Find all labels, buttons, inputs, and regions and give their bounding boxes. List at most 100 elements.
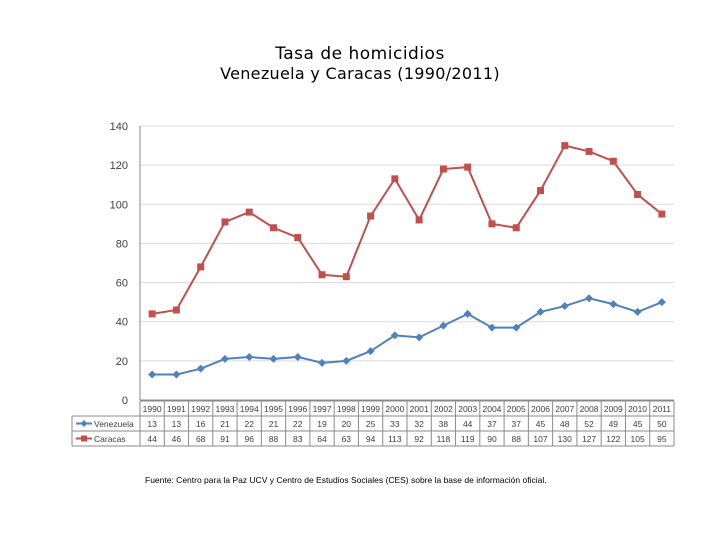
data-point-venezuela bbox=[560, 302, 569, 311]
data-point-venezuela bbox=[342, 356, 351, 365]
data-point-caracas bbox=[342, 273, 350, 281]
data-label-caracas: 105 bbox=[630, 434, 644, 444]
gridlines bbox=[140, 125, 674, 401]
x-tick-label: 2004 bbox=[482, 404, 501, 414]
data-table: 1990 1991 1992 1993 1994 1995 1996 1997 1998 1999… bbox=[71, 400, 675, 447]
data-label-caracas: 96 bbox=[244, 434, 254, 444]
data-point-caracas bbox=[245, 208, 253, 216]
data-label-venezuela: 33 bbox=[390, 419, 400, 429]
y-tick-label: 20 bbox=[116, 356, 128, 368]
data-point-caracas bbox=[609, 157, 617, 165]
x-tick-label: 2011 bbox=[653, 404, 672, 414]
x-tick-label: 2002 bbox=[434, 404, 453, 414]
data-point-caracas bbox=[415, 216, 423, 224]
data-label-caracas: 63 bbox=[342, 434, 352, 444]
data-point-caracas bbox=[318, 271, 326, 279]
x-tick-label: 1998 bbox=[337, 404, 356, 414]
data-label-caracas: 44 bbox=[147, 434, 157, 444]
data-label-venezuela: 37 bbox=[487, 419, 497, 429]
data-label-venezuela: 16 bbox=[196, 419, 206, 429]
x-tick-label: 2008 bbox=[580, 404, 599, 414]
data-label-caracas: 68 bbox=[196, 434, 206, 444]
y-tick-label: 100 bbox=[110, 199, 128, 211]
data-point-venezuela bbox=[196, 364, 205, 373]
data-point-venezuela bbox=[220, 354, 229, 363]
data-point-caracas bbox=[537, 187, 544, 195]
x-tick-label: 2005 bbox=[507, 404, 526, 414]
data-label-venezuela: 45 bbox=[536, 419, 546, 429]
x-tick-label: 2006 bbox=[531, 404, 550, 414]
data-label-caracas: 113 bbox=[388, 434, 402, 444]
data-label-caracas: 83 bbox=[293, 434, 303, 444]
x-tick-label: 2009 bbox=[604, 404, 623, 414]
x-tick-label: 2000 bbox=[385, 404, 404, 414]
data-point-venezuela bbox=[172, 370, 181, 379]
legend-marker-caracas bbox=[81, 435, 87, 442]
data-point-caracas bbox=[391, 175, 399, 183]
data-label-venezuela: 52 bbox=[584, 419, 594, 429]
x-tick-label: 1999 bbox=[361, 404, 380, 414]
y-tick-label: 120 bbox=[110, 160, 128, 172]
data-label-venezuela: 13 bbox=[172, 419, 182, 429]
x-tick-label: 1994 bbox=[240, 404, 259, 414]
data-label-caracas: 92 bbox=[414, 434, 424, 444]
x-tick-label: 1995 bbox=[264, 404, 283, 414]
data-label-venezuela: 44 bbox=[463, 419, 473, 429]
data-label-venezuela: 37 bbox=[511, 419, 521, 429]
data-point-venezuela bbox=[463, 309, 472, 318]
data-label-venezuela: 48 bbox=[560, 419, 570, 429]
legend-marker-venezuela bbox=[80, 420, 88, 427]
data-label-venezuela: 45 bbox=[633, 419, 643, 429]
data-point-caracas bbox=[634, 191, 642, 198]
data-label-caracas: 88 bbox=[269, 434, 279, 444]
data-label-venezuela: 20 bbox=[342, 419, 352, 429]
data-point-caracas bbox=[464, 163, 472, 171]
data-point-venezuela bbox=[148, 370, 157, 379]
data-point-caracas bbox=[585, 147, 593, 155]
data-label-venezuela: 50 bbox=[657, 419, 667, 429]
x-tick-label: 1993 bbox=[215, 404, 234, 414]
data-label-caracas: 64 bbox=[317, 434, 327, 444]
x-tick-label: 2010 bbox=[628, 404, 647, 414]
x-tick-label: 2003 bbox=[458, 404, 477, 414]
data-label-venezuela: 22 bbox=[244, 419, 254, 429]
data-point-venezuela bbox=[633, 307, 642, 316]
y-axis: 0 20 40 60 80 100 120 140 bbox=[110, 121, 141, 407]
data-point-venezuela bbox=[269, 354, 278, 363]
data-point-venezuela bbox=[415, 333, 424, 342]
series-line-caracas bbox=[151, 144, 663, 315]
x-tick-label: 2007 bbox=[555, 404, 574, 414]
x-tick-label: 1991 bbox=[167, 404, 186, 414]
y-tick-label: 80 bbox=[116, 238, 128, 250]
data-label-caracas: 90 bbox=[487, 434, 497, 444]
series-lines bbox=[148, 142, 666, 379]
data-point-caracas bbox=[488, 220, 496, 228]
data-label-caracas: 118 bbox=[437, 434, 451, 444]
data-label-venezuela: 32 bbox=[414, 419, 424, 429]
data-label-venezuela: 49 bbox=[609, 419, 619, 429]
data-point-caracas bbox=[197, 263, 205, 271]
data-label-venezuela: 38 bbox=[439, 419, 449, 429]
y-tick-label: 0 bbox=[122, 395, 128, 407]
data-label-venezuela: 22 bbox=[293, 419, 303, 429]
data-label-caracas: 127 bbox=[582, 434, 596, 444]
data-point-caracas bbox=[561, 142, 569, 150]
data-point-caracas bbox=[439, 165, 447, 173]
data-point-venezuela bbox=[657, 298, 666, 307]
source-note: Fuente: Centro para la Paz UCV y Centro … bbox=[145, 475, 547, 485]
data-point-venezuela bbox=[439, 321, 448, 330]
data-point-venezuela bbox=[487, 323, 496, 332]
data-label-caracas: 88 bbox=[511, 434, 521, 444]
data-point-venezuela bbox=[512, 323, 521, 332]
chart-title: Tasa de homicidios bbox=[275, 44, 445, 64]
data-label-caracas: 91 bbox=[220, 434, 230, 444]
data-label-caracas: 94 bbox=[366, 434, 376, 444]
x-tick-label: 1990 bbox=[143, 404, 162, 414]
data-point-caracas bbox=[221, 218, 229, 226]
data-point-caracas bbox=[270, 224, 277, 232]
data-point-venezuela bbox=[318, 358, 327, 367]
data-point-caracas bbox=[172, 306, 180, 314]
y-tick-label: 40 bbox=[116, 317, 128, 329]
data-point-venezuela bbox=[585, 294, 594, 303]
